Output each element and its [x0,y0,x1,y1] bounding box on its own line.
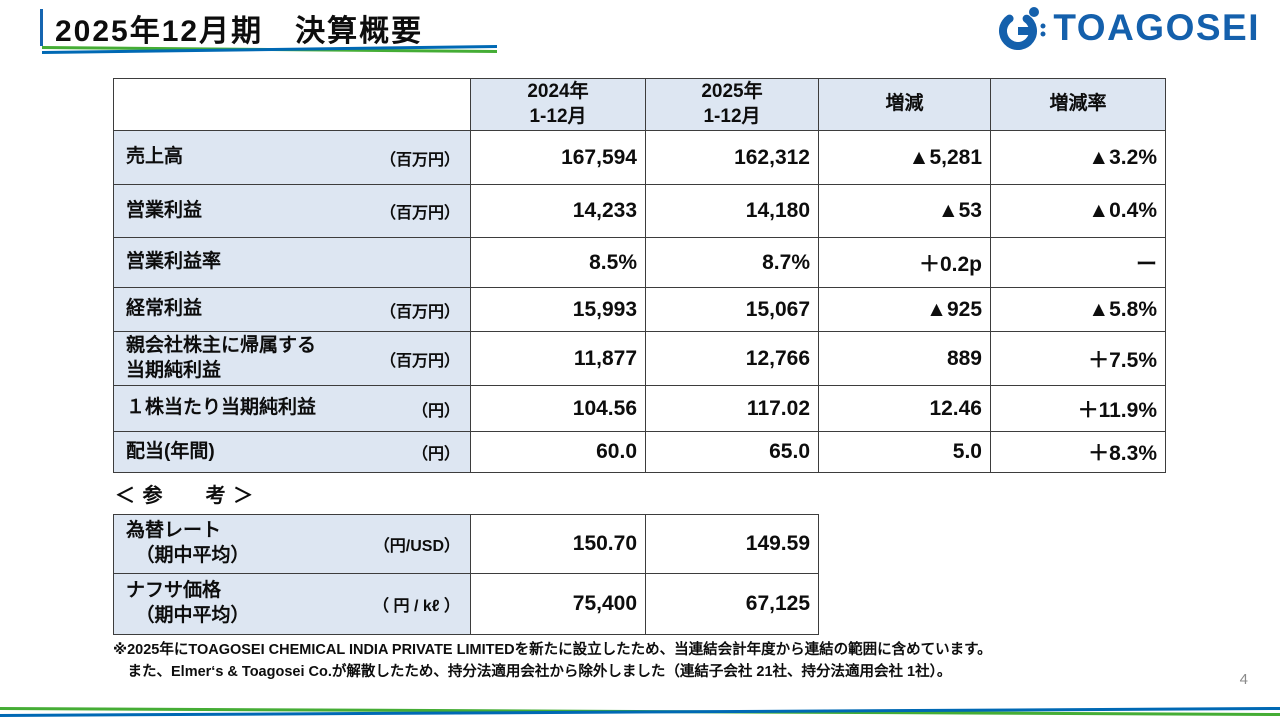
row-label-cell: 営業利益 （百万円） [113,184,471,238]
title-accent-bar [40,9,43,46]
row-label-cell: １株当たり当期純利益 （円） [113,385,471,432]
row-label-cell: ナフサ価格 （期中平均） （ 円 / kℓ ） [113,573,471,635]
row-label: 親会社株主に帰属する 当期純利益 [126,334,317,381]
value-2024: 14,233 [470,184,646,238]
table-row-naphtha-price: ナフサ価格 （期中平均） （ 円 / kℓ ） 75,400 67,125 [113,573,819,635]
value-2024: 15,993 [470,287,646,332]
value-change: ▲5,281 [818,130,991,185]
footnote-line-1: ※2025年にTOAGOSEI CHEMICAL INDIA PRIVATE L… [113,642,992,658]
row-unit: （ 円 / kℓ ） [373,598,460,615]
page-number: 4 [1239,671,1248,688]
row-label: 為替レート （期中平均） [126,520,250,566]
value-change: 12.46 [818,385,991,432]
value-2025: 65.0 [645,431,819,473]
value-change: ▲53 [818,184,991,238]
header-row: 2024年 1-12月 2025年 1-12月 増減 増減率 [113,78,1166,131]
value-change-rate: ▲0.4% [990,184,1166,238]
value-change-rate: ＋7.5% [990,331,1166,386]
value-2025: 117.02 [645,385,819,432]
toagosei-logo: TOAGOSEI [996,4,1260,52]
row-label-cell: 経常利益 （百万円） [113,287,471,332]
table-row-ordinary-income: 経常利益 （百万円） 15,993 15,067 ▲925 ▲5.8% [113,287,1166,332]
value-2025: 14,180 [645,184,819,238]
table-row-dividend: 配当(年間) （円） 60.0 65.0 5.0 ＋8.3% [113,431,1166,473]
value-change-rate: ＋11.9% [990,385,1166,432]
value-2025: 149.59 [645,514,819,574]
value-2024: 60.0 [470,431,646,473]
value-change: ▲925 [818,287,991,332]
table-row-net-sales: 売上高 （百万円） 167,594 162,312 ▲5,281 ▲3.2% [113,130,1166,185]
value-2024: 75,400 [470,573,646,635]
row-unit: （百万円） [379,303,460,321]
col-header-change: 増減 [818,78,991,131]
table-row-eps: １株当たり当期純利益 （円） 104.56 117.02 12.46 ＋11.9… [113,385,1166,432]
table-row-operating-income: 営業利益 （百万円） 14,233 14,180 ▲53 ▲0.4% [113,184,1166,238]
row-unit: （円） [411,446,460,463]
table-row-operating-margin: 営業利益率 8.5% 8.7% ＋0.2p ー [113,237,1166,288]
value-change-rate: ▲3.2% [990,130,1166,185]
row-label: 経常利益 [126,298,203,320]
reference-section-label: ＜ 参 考 ＞ [115,485,255,507]
row-label: 営業利益 [126,199,203,221]
row-label-cell: 親会社株主に帰属する 当期純利益 （百万円） [113,331,471,386]
value-2025: 15,067 [645,287,819,332]
value-2024: 104.56 [470,385,646,432]
row-label-cell: 営業利益率 [113,237,471,288]
value-2025: 162,312 [645,130,819,185]
value-2024: 8.5% [470,237,646,288]
value-2025: 8.7% [645,237,819,288]
row-unit: （百万円） [379,205,460,222]
row-label: 売上高 [126,146,184,168]
bottom-wave-decoration [0,707,1280,717]
row-unit: （百万円） [379,151,460,169]
value-change-rate: ＋8.3% [990,431,1166,473]
value-2025: 12,766 [645,331,819,386]
title-underline-decoration [42,45,497,54]
value-change: 5.0 [818,431,991,473]
toagosei-logo-icon [999,7,1046,50]
row-unit: （百万円） [379,352,460,370]
row-label-cell: 売上高 （百万円） [113,130,471,185]
value-2025: 67,125 [645,573,819,635]
page-title: 2025年12月期 決算概要 [55,15,424,48]
value-2024: 167,594 [470,130,646,185]
value-2024: 11,877 [470,331,646,386]
row-label: 営業利益率 [126,251,222,273]
col-header-2025: 2025年 1-12月 [645,78,819,131]
value-change: ＋0.2p [818,237,991,288]
value-change-rate: ▲5.8% [990,287,1166,332]
col-header-2024: 2024年 1-12月 [470,78,646,131]
row-label-cell: 配当(年間) （円） [113,431,471,473]
table-row-net-income: 親会社株主に帰属する 当期純利益 （百万円） 11,877 12,766 889… [113,331,1166,386]
row-label: １株当たり当期純利益 [126,397,317,419]
row-unit: （円/USD） [373,538,460,555]
value-2024: 150.70 [470,514,646,574]
reference-table: 為替レート （期中平均） （円/USD） 150.70 149.59 ナフサ価格… [113,514,819,635]
corner-blank-cell [113,78,471,131]
col-header-change-rate: 増減率 [990,78,1166,131]
row-label: 配当(年間) [126,440,215,462]
footnote: ※2025年にTOAGOSEI CHEMICAL INDIA PRIVATE L… [113,640,1223,684]
row-label: ナフサ価格 （期中平均） [126,580,250,626]
row-label-cell: 為替レート （期中平均） （円/USD） [113,514,471,574]
table-row-exchange-rate: 為替レート （期中平均） （円/USD） 150.70 149.59 [113,514,819,574]
financial-summary-table: 2024年 1-12月 2025年 1-12月 増減 増減率 売上高 （百万円）… [113,78,1166,473]
value-change-rate: ー [990,237,1166,288]
row-unit: （円） [411,402,460,420]
footnote-line-2: また、Elmer‘s & Toagosei Co.が解散したため、持分法適用会社… [113,663,952,680]
logo-text: TOAGOSEI [1053,7,1260,48]
value-change: 889 [818,331,991,386]
